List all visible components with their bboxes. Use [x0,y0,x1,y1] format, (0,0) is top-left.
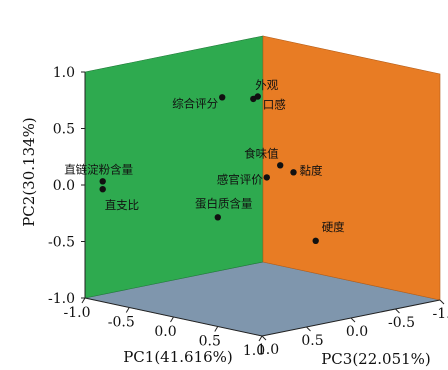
data-point [99,186,106,193]
pc1-tick [258,335,263,342]
data-label: 口感 [263,98,286,112]
pc2-tick-label: 1.0 [53,65,75,81]
pc2-tick-label: 0.0 [53,178,75,194]
data-label: 黏度 [300,163,323,177]
data-point [99,178,106,185]
data-label: 直链淀粉含量 [64,162,133,176]
axes-group: 1.00.50.0-0.5-1.0-1.0-0.50.00.51.01.00.5… [48,65,448,359]
pc3-tick-label: 0.5 [301,333,323,349]
data-point [312,237,319,244]
pc1-tick [125,307,130,313]
pc1-tick [170,316,174,323]
pc3-tick-label: 0.0 [346,324,368,340]
data-point [290,169,297,176]
pc1-tick-label: -0.5 [108,315,135,331]
pc3-tick-label: -0.5 [388,315,415,331]
pc1-tick-label: 0.5 [199,334,221,350]
data-point [214,214,221,221]
pc3-axis-label: PC3(22.051%) [321,350,431,368]
data-point [219,94,226,101]
data-label: 硬度 [322,220,345,234]
pc3-tick [439,299,445,305]
pc2-tick-label: -1.0 [48,291,75,307]
pc2-axis-label: PC2(30.134%) [20,117,38,227]
data-point [277,162,284,169]
data-label: 综合评分 [172,96,218,110]
pc2-tick-label: -0.5 [48,235,75,251]
pc1-tick-label: -1.0 [64,305,91,321]
pc1-tick [214,326,219,332]
data-label: 直支比 [105,198,140,212]
data-point [254,93,261,100]
pc3-tick [306,326,311,332]
pc3-tick-label: 1.0 [257,342,279,358]
points-group [99,93,319,244]
pc1-tick [81,297,86,304]
data-label: 蛋白质含量 [195,196,253,210]
pc1-axis-label: PC1(41.616%) [123,348,233,366]
data-label: 外观 [255,78,278,92]
pc3-tick [395,308,400,314]
pc1-tick-label: 0.0 [154,324,176,340]
pc3-tick-label: -1.0 [433,306,448,322]
pc3-tick [350,317,356,323]
back-pane [262,35,441,301]
data-label: 食味值 [244,146,279,160]
data-point [263,174,270,181]
data-label: 感官评价 [217,172,263,186]
pc1-tick-label: 1.0 [243,343,265,359]
pc3-tick [261,335,267,341]
pc2-tick-label: 0.5 [53,122,75,138]
